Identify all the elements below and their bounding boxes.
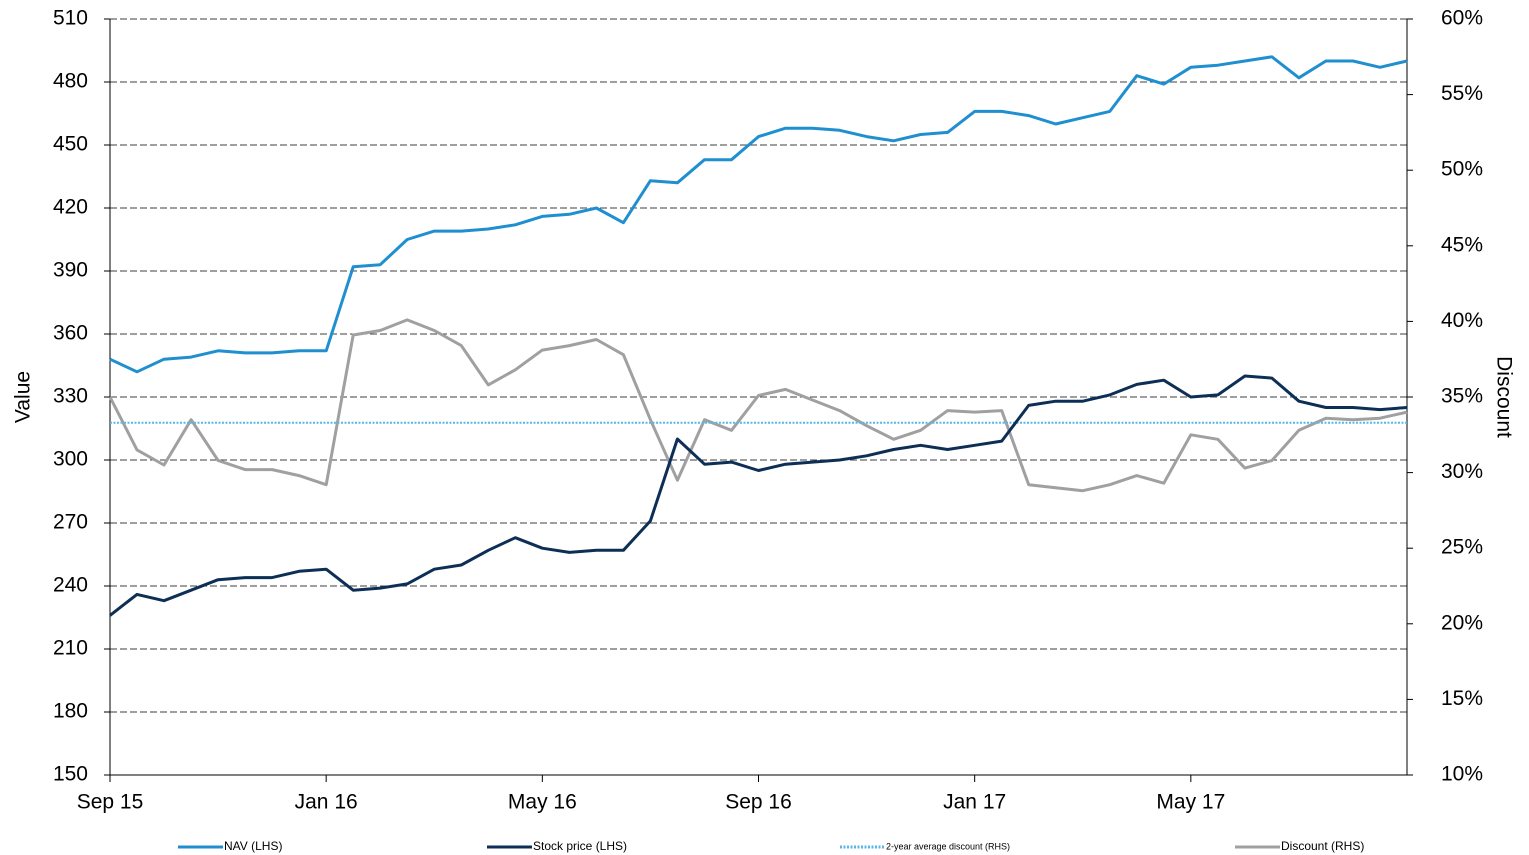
x-tick-label: Jan 17 — [943, 791, 1006, 814]
legend-label: NAV (LHS) — [224, 839, 282, 853]
legend-label: 2-year average discount (RHS) — [886, 841, 1010, 851]
y-tick-label: 360 — [53, 322, 88, 345]
x-tick-label: May 16 — [508, 791, 577, 814]
y2-tick-label: 25% — [1441, 536, 1483, 559]
y2-tick-label: 50% — [1441, 158, 1483, 181]
y-tick-label: 510 — [53, 7, 88, 30]
legend-label: Stock price (LHS) — [533, 839, 627, 853]
y-tick-label: 450 — [53, 133, 88, 156]
y-tick-label: 180 — [53, 700, 88, 723]
y2-tick-label: 60% — [1441, 7, 1483, 30]
y2-tick-label: 40% — [1441, 309, 1483, 332]
series-line — [109, 55, 1408, 374]
x-tick-label: May 17 — [1156, 791, 1225, 814]
x-tick-label: Sep 15 — [77, 791, 144, 814]
y2-tick-label: 35% — [1441, 385, 1483, 408]
y-tick-label: 240 — [53, 574, 88, 597]
legend-label: Discount (RHS) — [1281, 839, 1364, 853]
y2-tick-label: 20% — [1441, 611, 1483, 634]
y-tick-label: 300 — [53, 448, 88, 471]
series-line — [108, 318, 1408, 493]
y2-tick-label: 30% — [1441, 460, 1483, 483]
x-tick-label: Sep 16 — [725, 791, 792, 814]
y2-tick-label: 10% — [1441, 763, 1483, 786]
y-tick-label: 420 — [53, 196, 88, 219]
y2-tick-label: 55% — [1441, 82, 1483, 105]
x-tick-label: Jan 16 — [295, 791, 358, 814]
y-tick-label: 150 — [53, 763, 88, 786]
y-tick-label: 210 — [53, 637, 88, 660]
y2-tick-label: 15% — [1441, 687, 1483, 710]
y-tick-label: 480 — [53, 70, 88, 93]
y-axis-label: Value — [12, 371, 35, 423]
series-line — [109, 374, 1408, 617]
y-tick-label: 390 — [53, 259, 88, 282]
y-tick-label: 330 — [53, 385, 88, 408]
y2-tick-label: 45% — [1441, 233, 1483, 256]
y2-axis-label: Discount — [1492, 356, 1515, 438]
y-tick-label: 270 — [53, 511, 88, 534]
